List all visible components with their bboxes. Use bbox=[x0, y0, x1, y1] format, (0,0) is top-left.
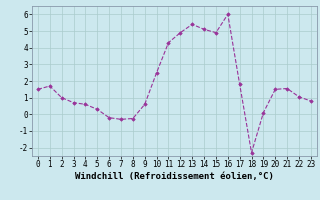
X-axis label: Windchill (Refroidissement éolien,°C): Windchill (Refroidissement éolien,°C) bbox=[75, 172, 274, 181]
